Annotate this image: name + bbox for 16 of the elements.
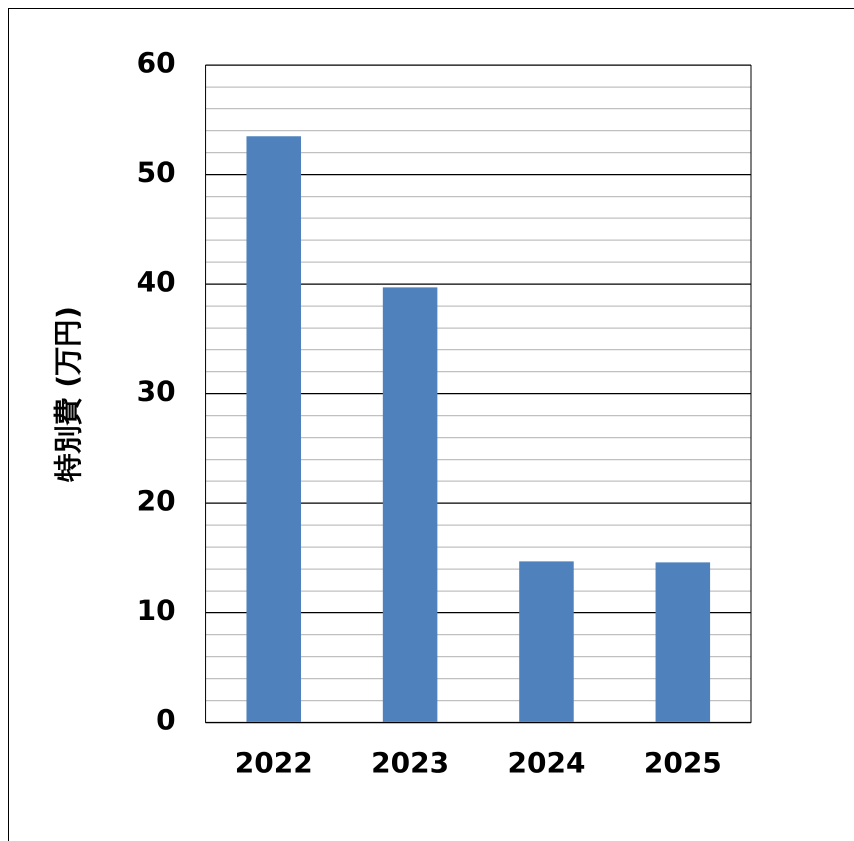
- y-tick-label: 30: [136, 374, 176, 408]
- y-tick-label: 20: [136, 484, 176, 518]
- y-tick-label: 0: [156, 704, 176, 737]
- y-tick-label: 10: [136, 594, 176, 628]
- y-tick-label: 60: [136, 46, 176, 80]
- bar: [656, 562, 710, 722]
- bar: [246, 136, 302, 722]
- x-tick-label: 2024: [507, 746, 586, 780]
- y-tick-label: 40: [136, 265, 176, 298]
- bar: [382, 287, 438, 722]
- bar: [519, 561, 574, 722]
- x-tick-label: 2023: [371, 746, 450, 780]
- x-tick-label: 2025: [644, 746, 722, 780]
- y-axis-title: 特別費 (万円): [51, 306, 84, 482]
- x-tick-label: 2022: [234, 746, 313, 780]
- y-tick-label: 50: [136, 156, 176, 189]
